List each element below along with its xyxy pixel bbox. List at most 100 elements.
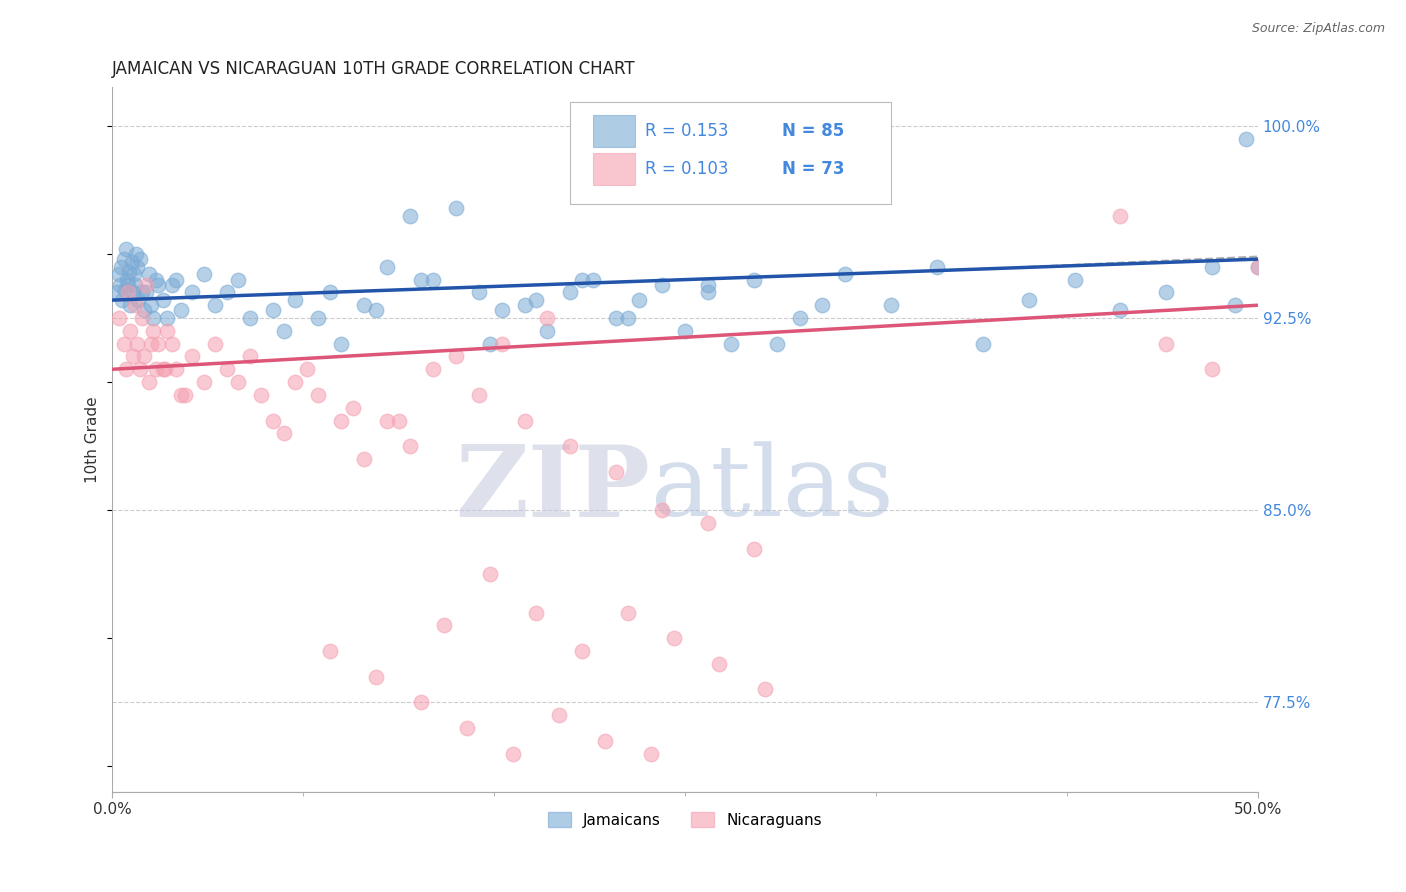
Point <box>364 670 387 684</box>
Point <box>411 272 433 286</box>
Point <box>593 733 616 747</box>
Point <box>165 272 187 286</box>
Point <box>353 298 375 312</box>
Point <box>375 413 398 427</box>
Point <box>115 242 138 256</box>
Point <box>307 311 329 326</box>
Point <box>548 708 571 723</box>
Point <box>115 362 138 376</box>
Point <box>467 285 489 300</box>
Point <box>142 311 165 326</box>
Point <box>616 606 638 620</box>
Point <box>479 336 502 351</box>
Point <box>181 285 204 300</box>
Point <box>1109 209 1132 223</box>
Point <box>239 350 262 364</box>
Point <box>226 272 249 286</box>
Point <box>134 303 156 318</box>
Point <box>491 303 513 318</box>
Text: R = 0.103: R = 0.103 <box>645 161 728 178</box>
Point <box>121 350 143 364</box>
Point <box>319 285 342 300</box>
Point <box>284 375 307 389</box>
Point <box>628 293 651 307</box>
Point <box>120 298 142 312</box>
Point <box>925 260 948 274</box>
Point <box>330 336 353 351</box>
Point <box>1109 303 1132 318</box>
Point <box>146 336 169 351</box>
Point <box>226 375 249 389</box>
Point <box>146 277 169 292</box>
Point <box>135 285 157 300</box>
Point <box>1234 132 1257 146</box>
Point <box>673 324 696 338</box>
Text: JAMAICAN VS NICARAGUAN 10TH GRADE CORRELATION CHART: JAMAICAN VS NICARAGUAN 10TH GRADE CORREL… <box>112 60 636 78</box>
Point <box>165 362 187 376</box>
Point <box>307 388 329 402</box>
Point <box>128 362 150 376</box>
Point <box>204 298 226 312</box>
Point <box>112 252 135 266</box>
Point <box>127 293 149 307</box>
Point <box>834 268 856 282</box>
Point <box>284 293 307 307</box>
Point <box>422 272 444 286</box>
Point <box>571 272 593 286</box>
Point <box>124 277 146 292</box>
Point <box>138 268 160 282</box>
Point <box>160 336 183 351</box>
Point <box>479 567 502 582</box>
Point <box>204 336 226 351</box>
Point <box>444 201 467 215</box>
Point <box>160 277 183 292</box>
Point <box>170 388 193 402</box>
Point <box>605 311 627 326</box>
Point <box>491 336 513 351</box>
Text: N = 73: N = 73 <box>782 161 845 178</box>
Point <box>375 260 398 274</box>
Text: atlas: atlas <box>651 442 893 537</box>
Point <box>353 452 375 467</box>
Point <box>108 311 131 326</box>
Point <box>262 413 284 427</box>
Point <box>1154 336 1177 351</box>
Point <box>114 283 136 297</box>
Point <box>560 285 582 300</box>
Point <box>1063 272 1085 286</box>
Point <box>152 293 174 307</box>
Point <box>1018 293 1040 307</box>
Point <box>1154 285 1177 300</box>
Point <box>117 277 139 292</box>
Point <box>502 747 524 761</box>
Point <box>117 285 139 300</box>
Point <box>319 644 342 658</box>
Point <box>193 268 215 282</box>
Point <box>156 311 179 326</box>
Point <box>118 265 141 279</box>
Point <box>108 268 131 282</box>
Point <box>582 272 605 286</box>
Point <box>131 311 153 326</box>
Point <box>880 298 903 312</box>
Point <box>127 336 149 351</box>
Point <box>111 293 134 307</box>
Point <box>139 298 162 312</box>
Point <box>110 260 132 274</box>
Point <box>789 311 811 326</box>
Point <box>536 311 558 326</box>
Point <box>273 426 295 441</box>
Point <box>139 336 162 351</box>
Point <box>112 336 135 351</box>
Legend: Jamaicans, Nicaraguans: Jamaicans, Nicaraguans <box>541 805 828 834</box>
Point <box>972 336 994 351</box>
Point <box>342 401 364 415</box>
Point <box>145 362 167 376</box>
Point <box>765 336 787 351</box>
Point <box>127 260 149 274</box>
Point <box>174 388 197 402</box>
Point <box>399 439 422 453</box>
Point <box>134 350 156 364</box>
Point <box>138 375 160 389</box>
Point <box>145 272 167 286</box>
